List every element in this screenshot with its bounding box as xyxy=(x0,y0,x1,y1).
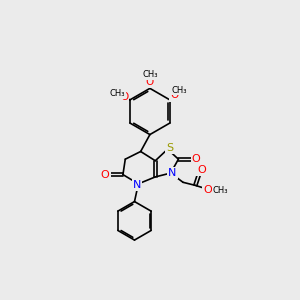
Text: O: O xyxy=(146,77,154,87)
Text: O: O xyxy=(192,154,200,164)
Text: N: N xyxy=(133,180,141,190)
Text: O: O xyxy=(203,185,212,195)
Text: O: O xyxy=(120,92,128,102)
Text: N: N xyxy=(168,168,176,178)
Text: CH₃: CH₃ xyxy=(110,89,125,98)
Text: O: O xyxy=(101,169,110,180)
Text: CH₃: CH₃ xyxy=(142,70,158,79)
Text: S: S xyxy=(167,143,173,153)
Text: CH₃: CH₃ xyxy=(213,186,229,195)
Text: O: O xyxy=(170,91,178,100)
Text: CH₃: CH₃ xyxy=(172,85,188,94)
Text: O: O xyxy=(197,165,206,175)
